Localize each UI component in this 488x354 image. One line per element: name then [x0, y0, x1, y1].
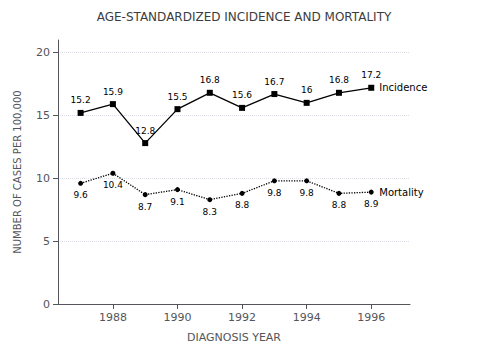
svg-text:1988: 1988: [99, 311, 127, 324]
svg-text:17.2: 17.2: [361, 70, 381, 80]
svg-text:9.8: 9.8: [267, 188, 282, 198]
svg-text:16.8: 16.8: [200, 75, 220, 85]
svg-text:5: 5: [43, 235, 50, 248]
svg-text:8.7: 8.7: [138, 202, 152, 212]
svg-text:20: 20: [36, 46, 50, 59]
svg-text:9.8: 9.8: [299, 188, 314, 198]
svg-text:15.2: 15.2: [71, 95, 91, 105]
svg-text:0: 0: [43, 298, 50, 311]
svg-text:15.6: 15.6: [232, 90, 252, 100]
svg-text:Mortality: Mortality: [379, 187, 423, 198]
svg-text:10: 10: [36, 172, 50, 185]
svg-text:Incidence: Incidence: [379, 82, 427, 93]
svg-text:NUMBER OF CASES PER 100,000: NUMBER OF CASES PER 100,000: [12, 90, 23, 253]
svg-text:16.7: 16.7: [264, 77, 284, 87]
svg-text:8.3: 8.3: [203, 207, 217, 217]
svg-text:12.8: 12.8: [135, 126, 155, 136]
svg-text:AGE-STANDARDIZED INCIDENCE AND: AGE-STANDARDIZED INCIDENCE AND MORTALITY: [97, 10, 392, 24]
svg-text:15: 15: [36, 109, 50, 122]
svg-text:15.9: 15.9: [103, 87, 123, 97]
svg-text:1994: 1994: [293, 311, 321, 324]
svg-text:8.8: 8.8: [332, 200, 347, 210]
svg-text:1990: 1990: [163, 311, 191, 324]
svg-text:1996: 1996: [357, 311, 385, 324]
svg-text:1992: 1992: [228, 311, 256, 324]
svg-text:8.8: 8.8: [235, 200, 250, 210]
svg-text:9.6: 9.6: [73, 190, 88, 200]
svg-text:8.9: 8.9: [364, 199, 379, 209]
svg-text:10.4: 10.4: [103, 180, 123, 190]
svg-text:16.8: 16.8: [329, 75, 349, 85]
svg-text:DIAGNOSIS YEAR: DIAGNOSIS YEAR: [187, 331, 281, 344]
svg-text:15.5: 15.5: [167, 92, 187, 102]
svg-text:16: 16: [301, 85, 313, 95]
svg-text:9.1: 9.1: [170, 197, 184, 207]
